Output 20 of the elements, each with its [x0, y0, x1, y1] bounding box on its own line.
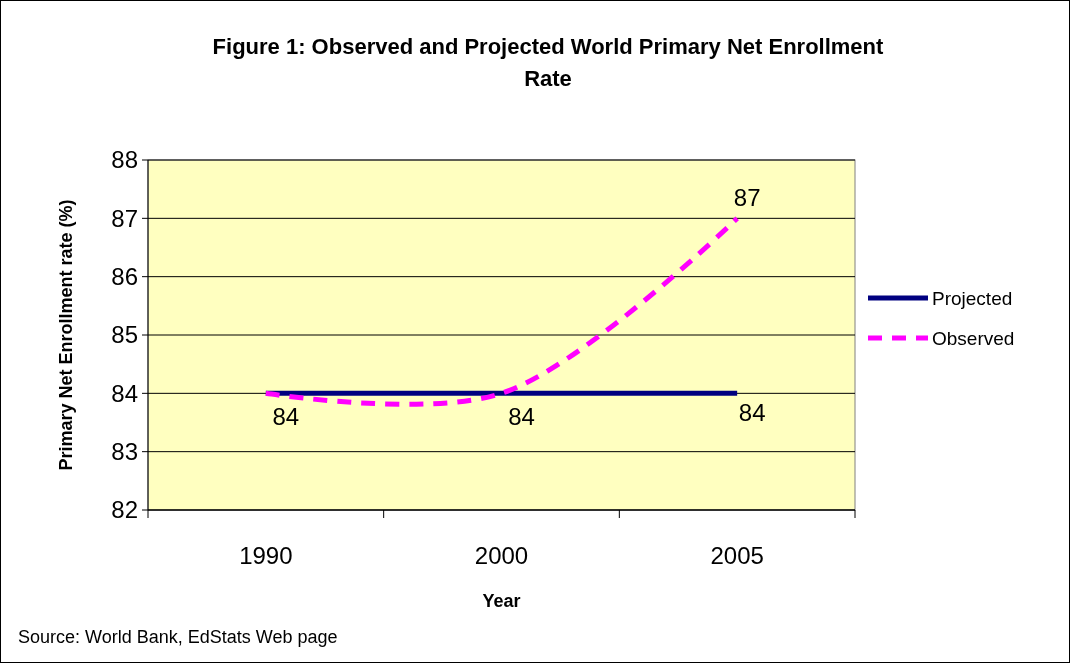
legend-label: Projected: [932, 287, 1013, 309]
x-tick-label: 2005: [710, 542, 764, 569]
source-note: Source: World Bank, EdStats Web page: [18, 627, 338, 647]
y-tick-label: 87: [111, 204, 138, 232]
legend-label: Observed: [932, 327, 1015, 349]
y-tick-label: 88: [111, 146, 138, 174]
y-tick-label: 82: [111, 496, 138, 524]
data-label: 84: [508, 403, 535, 431]
y-tick-label: 86: [111, 263, 138, 291]
data-label: 87: [733, 184, 761, 212]
x-axis-title: Year: [482, 591, 521, 611]
x-tick-label: 1990: [239, 542, 293, 569]
data-label: 84: [738, 399, 766, 427]
y-axis-title: Primary Net Enrollment rate (%): [56, 199, 76, 471]
x-tick-label: 2000: [474, 542, 529, 569]
y-tick-label: 83: [111, 438, 138, 466]
chart-title: Figure 1: Observed and Projected World Primary Net Enrollment Rate: [212, 34, 885, 91]
y-tick-label: 85: [111, 321, 138, 349]
y-tick-label: 84: [111, 379, 138, 407]
data-label: 84: [272, 403, 300, 431]
